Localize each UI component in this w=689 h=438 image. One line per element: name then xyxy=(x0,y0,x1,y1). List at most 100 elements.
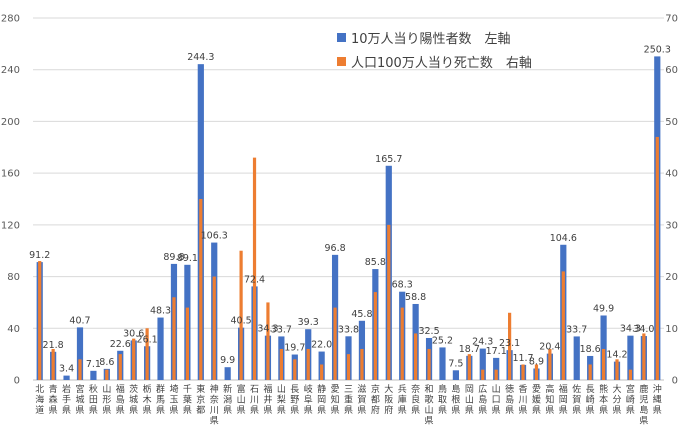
bar-deaths xyxy=(118,354,122,380)
category-label: 群馬県 xyxy=(156,383,165,416)
category-label: 茨城県 xyxy=(129,383,138,416)
bar-deaths xyxy=(628,369,633,380)
category-label: 長野県 xyxy=(290,384,299,416)
bar-positives xyxy=(493,357,500,380)
bar-deaths xyxy=(655,136,659,380)
category-label: 山形県 xyxy=(102,384,111,416)
data-label: 96.8 xyxy=(324,243,345,254)
category-label: 奈良県 xyxy=(411,383,420,416)
data-label: 18.7 xyxy=(459,344,480,355)
bar-deaths xyxy=(266,302,270,380)
bar-deaths xyxy=(588,364,592,380)
data-label: 89.8 xyxy=(163,252,184,263)
data-label: 104.6 xyxy=(550,233,577,244)
data-label: 34.3 xyxy=(257,324,278,335)
bar-deaths xyxy=(306,348,310,380)
bar-deaths xyxy=(494,369,498,380)
bar-deaths xyxy=(521,364,525,380)
category-label: 青森県 xyxy=(49,383,58,416)
legend-label-positives: 10万人当り陽性者数 左軸 xyxy=(351,32,511,47)
y-axis-right: 0 10 20 30 40 50 60 70 xyxy=(665,14,678,387)
bar-positives xyxy=(600,315,607,380)
category-label: 山梨県 xyxy=(277,384,286,416)
category-label: 鳥取県 xyxy=(438,383,447,416)
data-labels: 91.2 21.8 3.4 40.7 7.18.6 22.630.626.1 48.3 89.… xyxy=(29,44,671,374)
category-label: 香川県 xyxy=(519,384,528,416)
y-left-tick-label: 200 xyxy=(1,117,20,128)
bar-deaths xyxy=(400,307,404,380)
data-label: 11.7 xyxy=(512,353,533,364)
data-label: 89.1 xyxy=(177,253,198,264)
category-label: 神奈川県 xyxy=(210,383,219,427)
category-label: 静岡県 xyxy=(317,383,326,416)
data-label: 7.5 xyxy=(448,358,463,369)
y-right-tick-label: 50 xyxy=(665,117,678,128)
bar-deaths xyxy=(414,333,418,380)
y-left-tick-label: 160 xyxy=(1,169,20,180)
category-label: 岩手県 xyxy=(62,383,71,416)
y-left-tick-label: 240 xyxy=(1,65,20,76)
category-label: 島根県 xyxy=(451,383,460,416)
data-label: 8.9 xyxy=(529,356,544,367)
data-label: 91.2 xyxy=(29,250,50,261)
data-label: 39.3 xyxy=(298,317,319,328)
data-label: 22.6 xyxy=(110,339,131,350)
data-label: 32.5 xyxy=(418,326,439,337)
bar-deaths xyxy=(360,348,364,380)
category-label: 富山県 xyxy=(237,383,246,416)
category-label: 東京都 xyxy=(196,383,205,416)
bar-deaths xyxy=(534,364,539,380)
data-label: 21.8 xyxy=(43,340,64,351)
data-label: 33.7 xyxy=(566,324,587,335)
bar-deaths xyxy=(172,297,176,380)
bar-deaths xyxy=(642,333,646,380)
bar-positives xyxy=(439,347,446,380)
bar-deaths xyxy=(51,348,55,380)
bar-deaths xyxy=(561,271,565,380)
bar-deaths xyxy=(145,328,149,380)
data-label: 58.8 xyxy=(405,292,426,303)
category-label: 長崎県 xyxy=(586,384,595,416)
category-label: 高知県 xyxy=(545,383,554,416)
data-label: 250.3 xyxy=(644,44,671,55)
data-label: 85.8 xyxy=(365,257,386,268)
bar-deaths xyxy=(279,348,283,380)
y-axis-left: 0 40 80 120 160 200 240 280 xyxy=(1,14,20,387)
bar-positives xyxy=(479,348,486,380)
data-label: 25.2 xyxy=(432,335,453,346)
bar-positives xyxy=(627,335,634,380)
data-label: 48.3 xyxy=(150,306,171,317)
data-label: 22.0 xyxy=(311,340,332,351)
y-right-tick-label: 0 xyxy=(672,376,678,387)
bar-deaths xyxy=(78,359,82,380)
data-label: 244.3 xyxy=(187,52,214,63)
legend: 10万人当り陽性者数 左軸 人口100万人当り死亡数 右軸 xyxy=(337,32,532,71)
y-left-tick-label: 120 xyxy=(1,220,20,231)
category-label: 和歌山県 xyxy=(425,384,434,427)
data-label: 17.1 xyxy=(486,346,507,357)
category-label: 愛媛県 xyxy=(532,383,541,416)
bar-deaths xyxy=(212,276,216,380)
category-label: 山口県 xyxy=(492,384,501,416)
data-label: 18.6 xyxy=(580,344,601,355)
bar-deaths xyxy=(185,307,189,380)
y-right-tick-label: 60 xyxy=(665,65,678,76)
category-label: 京都府 xyxy=(371,383,380,416)
data-label: 26.1 xyxy=(137,334,158,345)
legend-swatch-deaths xyxy=(337,57,346,66)
category-label: 大阪府 xyxy=(384,383,393,416)
data-label: 40.5 xyxy=(231,316,252,327)
legend-swatch-positives xyxy=(337,33,346,42)
bar-deaths xyxy=(373,292,377,380)
bar-deaths xyxy=(387,224,391,380)
category-label: 兵庫県 xyxy=(398,383,407,416)
data-label: 14.2 xyxy=(606,350,627,361)
bar-positives xyxy=(90,370,97,380)
y-left-tick-label: 280 xyxy=(1,14,20,25)
data-label: 3.4 xyxy=(59,364,74,375)
bar-deaths xyxy=(252,157,257,380)
y-right-tick-label: 40 xyxy=(665,169,678,180)
bar-deaths xyxy=(320,364,324,380)
category-label: 石川県 xyxy=(250,385,259,416)
bar-deaths xyxy=(615,359,619,380)
